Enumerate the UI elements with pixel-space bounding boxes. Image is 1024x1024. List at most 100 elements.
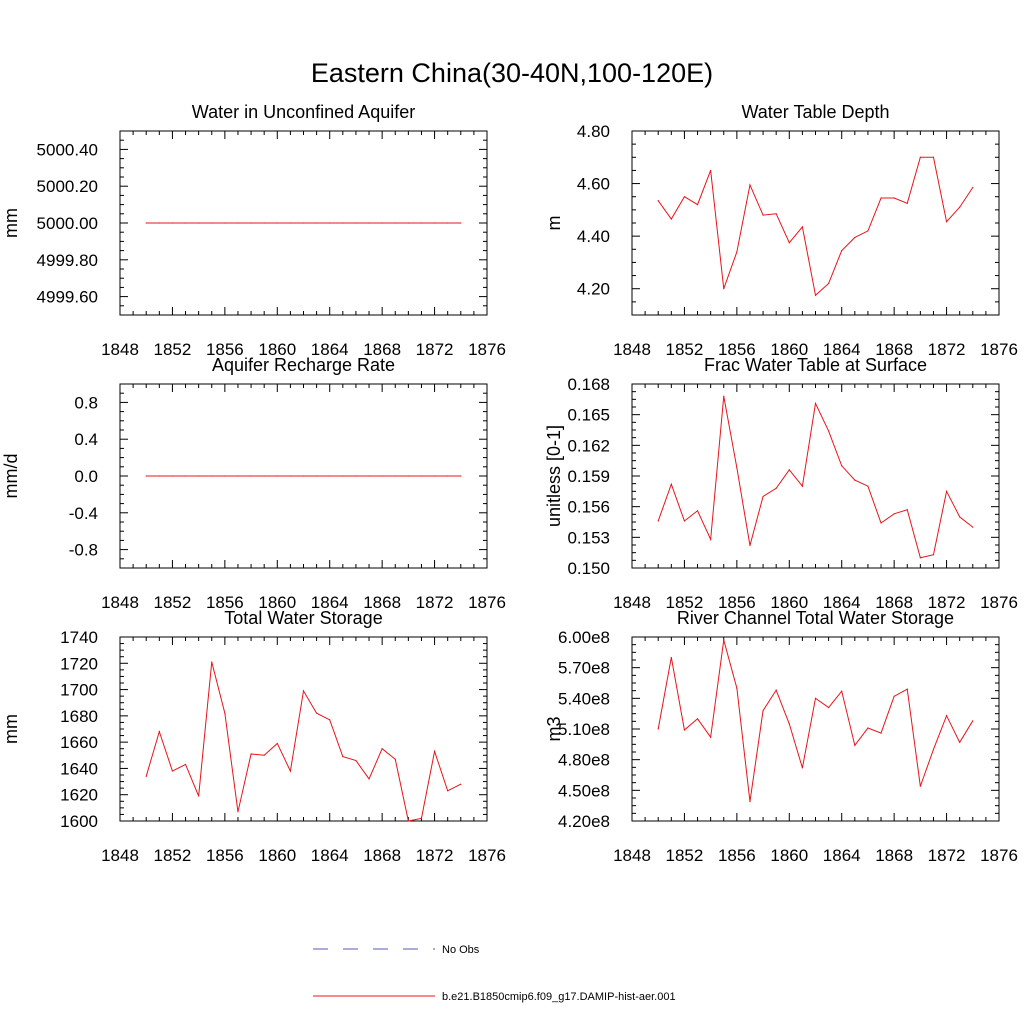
y-tick-label: 0.4 — [74, 430, 98, 449]
data-point — [407, 475, 409, 477]
data-point — [906, 688, 908, 690]
data-point — [237, 222, 239, 224]
data-point — [867, 230, 869, 232]
data-point — [854, 479, 856, 481]
data-point — [250, 753, 252, 755]
x-tick-label: 1876 — [468, 593, 506, 612]
data-point — [381, 222, 383, 224]
data-point — [657, 200, 659, 202]
panel-aquifer-recharge-rate: Aquifer Recharge Rate 1848 1852 1856 1860 186… — [1, 355, 506, 612]
data-point — [198, 222, 200, 224]
y-axis-label: mm/d — [1, 454, 21, 499]
panel-title: Frac Water Table at Surface — [704, 355, 927, 375]
x-tick-label: 1864 — [823, 593, 861, 612]
data-point — [211, 661, 213, 663]
panel-title: Water in Unconfined Aquifer — [192, 102, 415, 122]
x-tick-label: 1872 — [416, 340, 454, 359]
y-tick-label: 0.159 — [567, 467, 610, 486]
y-tick-label: 0.162 — [567, 436, 610, 455]
data-point — [302, 690, 305, 692]
data-point — [867, 727, 869, 729]
x-tick-label: 1868 — [363, 846, 401, 865]
data-point — [906, 509, 908, 511]
data-point — [184, 475, 187, 477]
panel-river-channel-total-water-storage: River Channel Total Water Storage 1848 185… — [544, 608, 1018, 865]
data-point — [854, 744, 856, 746]
data-point — [919, 557, 921, 559]
data-point — [906, 202, 908, 204]
data-point — [460, 475, 462, 477]
x-tick-label: 1856 — [718, 593, 756, 612]
data-point — [762, 710, 764, 712]
data-point — [683, 729, 686, 731]
data-point — [289, 475, 291, 477]
y-tick-label: 5.70e8 — [558, 659, 610, 678]
y-tick-label: 1640 — [60, 759, 98, 778]
y-tick-label: 1620 — [60, 786, 98, 805]
panel-total-water-storage: Total Water Storage 1848 1852 1856 1860 1864 1… — [1, 608, 506, 865]
data-point — [945, 490, 948, 492]
x-tick-label: 1852 — [154, 340, 192, 359]
data-point — [749, 184, 751, 186]
y-tick-label: 1680 — [60, 707, 98, 726]
legend: No Obs b.e21.B1850cmip6.f09_g17.DAMIP-hi… — [313, 944, 676, 1003]
data-point — [394, 475, 396, 477]
data-point — [342, 475, 344, 477]
data-point — [407, 820, 409, 822]
data-point — [932, 554, 935, 556]
data-point — [762, 495, 764, 498]
data-point — [381, 475, 383, 477]
y-axis-label: mm — [1, 714, 21, 744]
data-point — [171, 222, 174, 224]
data-point — [329, 222, 331, 224]
y-tick-label: 0.156 — [567, 498, 610, 517]
x-tick-label: 1860 — [258, 846, 296, 865]
data-point — [880, 522, 882, 524]
data-point — [145, 475, 147, 477]
data-point — [814, 294, 817, 296]
y-tick-label: 4.80e8 — [558, 751, 610, 770]
x-tick-label: 1860 — [258, 593, 296, 612]
data-point — [224, 712, 226, 714]
data-point — [959, 741, 961, 743]
x-tick-label: 1872 — [928, 340, 966, 359]
data-point — [736, 467, 738, 469]
data-point — [433, 475, 436, 477]
y-tick-label: 4.60 — [577, 175, 610, 194]
y-tick-label: 5.40e8 — [558, 689, 610, 708]
data-point — [355, 475, 357, 477]
data-point — [762, 214, 764, 216]
y-tick-label: 1700 — [60, 681, 98, 700]
legend-obs-label: No Obs — [442, 944, 480, 956]
legend-model-label: b.e21.B1850cmip6.f09_g17.DAMIP-hist-aer.… — [442, 991, 676, 1003]
x-tick-label: 1876 — [468, 340, 506, 359]
data-point — [145, 222, 147, 224]
data-point — [801, 226, 803, 228]
data-point — [211, 222, 213, 224]
data-point — [972, 186, 974, 189]
y-tick-label: 6.00e8 — [558, 628, 610, 647]
data-point — [302, 475, 305, 477]
data-point — [736, 251, 738, 253]
data-point — [880, 197, 882, 199]
x-tick-label: 1868 — [875, 846, 913, 865]
data-point — [828, 430, 830, 432]
data-point — [171, 770, 174, 772]
y-tick-label: -0.8 — [69, 541, 98, 560]
x-tick-label: 1860 — [770, 846, 808, 865]
data-point — [158, 475, 160, 477]
y-tick-label: 5.10e8 — [558, 720, 610, 739]
data-point — [184, 222, 187, 224]
x-tick-label: 1860 — [258, 340, 296, 359]
data-point — [657, 728, 659, 730]
x-tick-label: 1848 — [613, 593, 651, 612]
y-tick-label: 0.153 — [567, 528, 610, 547]
data-point — [276, 222, 278, 224]
x-tick-label: 1876 — [468, 846, 506, 865]
data-point — [447, 222, 449, 224]
data-point — [801, 485, 803, 487]
x-tick-label: 1872 — [416, 846, 454, 865]
data-point — [919, 785, 921, 787]
x-tick-label: 1864 — [823, 340, 861, 359]
data-point — [394, 222, 396, 224]
